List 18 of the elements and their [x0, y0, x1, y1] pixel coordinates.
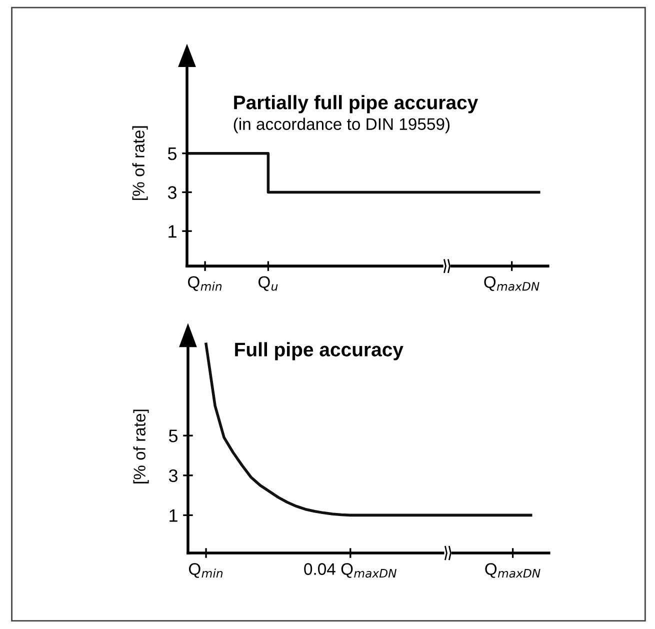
y-tick-label: 5	[168, 430, 178, 442]
y-axis-title: [% of rate]	[133, 410, 149, 484]
x-tick-label: Q$_{min}$	[188, 276, 222, 291]
x-tick-label: Q$_{maxDN}$	[485, 563, 540, 578]
y-tick-label: 1	[168, 225, 176, 238]
y-tick-label: 3	[168, 186, 176, 199]
text: Partially full pipe accuracy	[234, 95, 478, 114]
y-tick-label: 5	[168, 147, 177, 160]
x-tick-label: Q$_{u}$	[258, 276, 278, 291]
x-tick-label: Q$_{min}$	[188, 563, 223, 578]
x-tick-label: Q$_{maxDN}$	[484, 276, 540, 291]
chart-title: Full pipe accuracy	[235, 342, 404, 360]
y-tick-label: 3	[168, 469, 178, 482]
y-tick-label: 1	[170, 509, 178, 522]
x-tick-label: 0.04 Q$_{maxDN}$	[304, 563, 396, 578]
line-series	[204, 342, 532, 517]
y-axis-title: [% of rate]	[132, 126, 148, 200]
text: (in accordance to DIN 19559)	[234, 118, 450, 134]
